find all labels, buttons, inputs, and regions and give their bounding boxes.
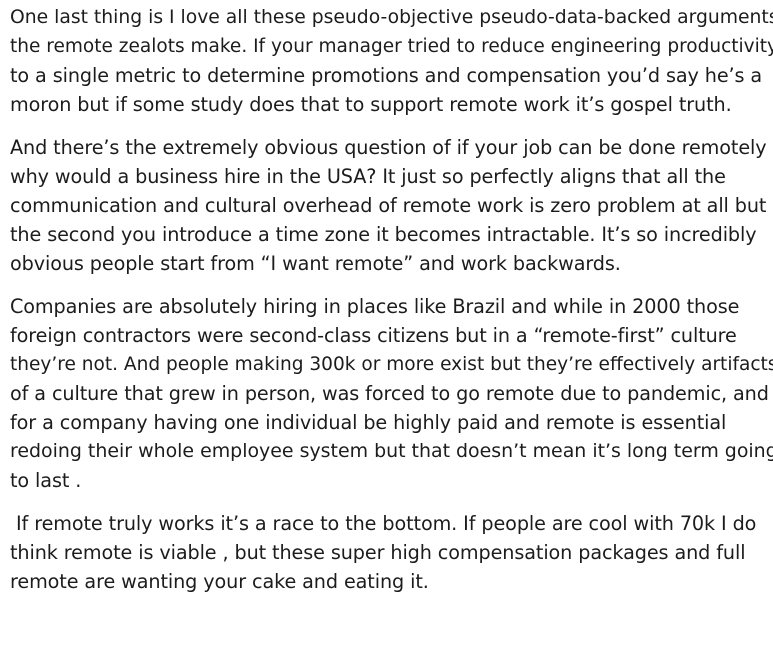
comment-paragraph: Companies are absolutely hiring in place…: [10, 292, 773, 495]
paragraph-line: think remote is viable , but these super…: [10, 541, 746, 564]
paragraph-line: to a single metric to determine promotio…: [10, 64, 763, 87]
paragraph-line: foreign contractors were second-class ci…: [10, 324, 737, 347]
comment-paragraph: One last thing is I love all these pseud…: [10, 3, 773, 119]
paragraph-line: for a company having one individual be h…: [10, 411, 727, 434]
paragraph-line: to last .: [10, 469, 82, 492]
paragraph-line: And there’s the extremely obvious questi…: [10, 136, 767, 159]
paragraph-line: communication and cultural overhead of r…: [10, 194, 767, 217]
paragraph-line: of a culture that grew in person, was fo…: [10, 382, 769, 405]
paragraph-line: If remote truly works it’s a race to the…: [10, 512, 757, 535]
paragraph-line: remote are wanting your cake and eating …: [10, 570, 429, 593]
paragraph-line: Companies are absolutely hiring in place…: [10, 295, 740, 318]
comment-paragraph: And there’s the extremely obvious questi…: [10, 133, 770, 278]
paragraph-line: One last thing is I love all these pseud…: [10, 7, 773, 28]
paragraph-line: why would a business hire in the USA? It…: [10, 165, 726, 188]
comment-body: One last thing is I love all these pseud…: [10, 3, 773, 596]
paragraph-line: the second you introduce a time zone it …: [10, 223, 757, 246]
paragraph-line: moron but if some study does that to sup…: [10, 93, 732, 116]
paragraph-line: the remote zealots make. If your manager…: [10, 36, 773, 57]
comment-paragraph: If remote truly works it’s a race to the…: [10, 509, 770, 596]
paragraph-line: obvious people start from “I want remote…: [10, 252, 621, 275]
paragraph-line: redoing their whole employee system but …: [10, 440, 773, 462]
paragraph-line: they’re not. And people making 300k or m…: [10, 354, 773, 375]
